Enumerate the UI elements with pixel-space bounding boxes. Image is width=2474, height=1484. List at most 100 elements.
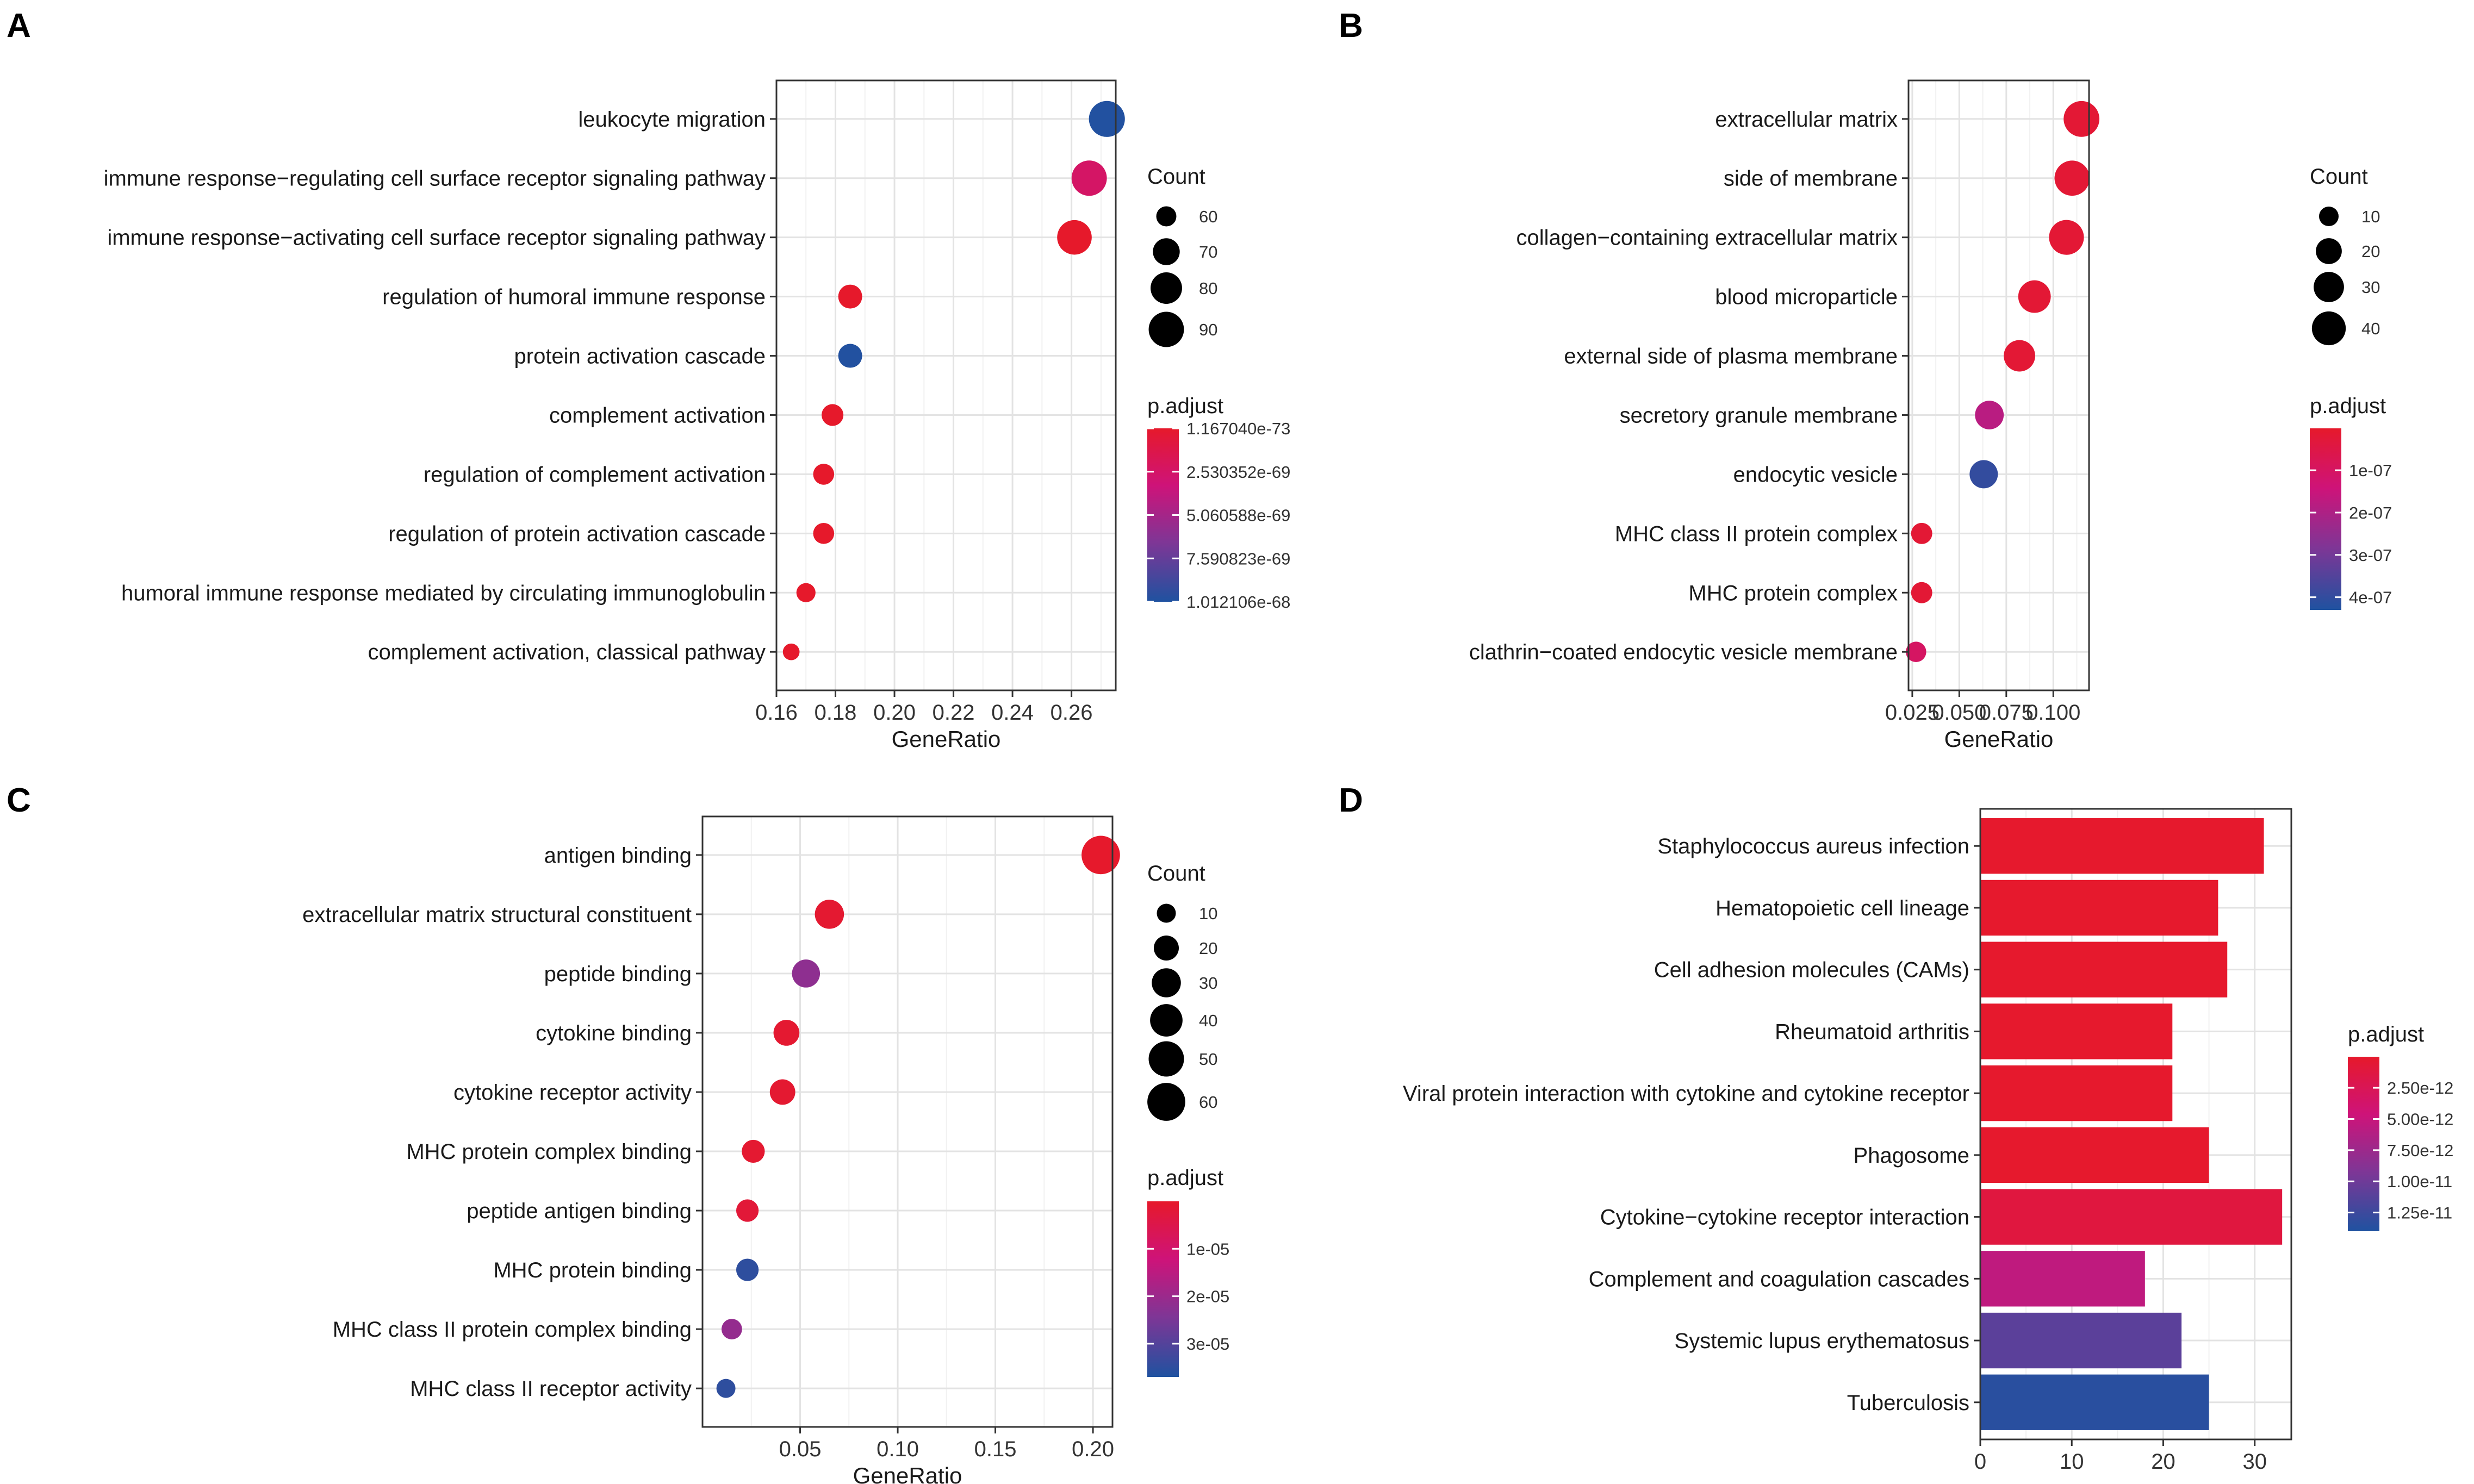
panel-b-colorbar-label: 2e-07 <box>2349 503 2392 522</box>
panel-d-category-label: Phagosome <box>1854 1144 1969 1168</box>
panel-c-colorbar-label: 3e-05 <box>1186 1335 1229 1354</box>
panel-c-size-legend-dot <box>1147 1083 1185 1121</box>
panel-a-point <box>813 523 835 544</box>
panel-c-category-label: antigen binding <box>544 844 692 868</box>
panel-b-size-legend-dot <box>2316 238 2342 264</box>
panel-d-category-label: Staphylococcus aureus infection <box>1657 834 1969 858</box>
panel-c-size-legend-label: 50 <box>1199 1050 1217 1069</box>
panel-c-point <box>742 1139 765 1163</box>
panel-d-bar <box>1980 1065 2173 1121</box>
panel-c-size-legend-dot <box>1148 1041 1184 1077</box>
panel-a-size-legend-dot <box>1153 238 1180 265</box>
panel-d-bar <box>1980 941 2228 997</box>
panel-b-size-legend-dot <box>2314 272 2344 302</box>
panel-b-size-legend-label: 10 <box>2361 207 2380 226</box>
panel-b-category-label: clathrin−coated endocytic vesicle membra… <box>1469 640 1898 664</box>
panel-b-category-label: MHC protein complex <box>1688 581 1898 605</box>
panel-b-size-legend-label: 20 <box>2361 242 2380 261</box>
panel-c-category-label: peptide antigen binding <box>467 1199 692 1223</box>
panel-a-point <box>813 464 835 485</box>
panel-a-category-label: complement activation <box>549 403 766 427</box>
panel-a-category-label: humoral immune response mediated by circ… <box>121 581 766 605</box>
panel-c-size-legend-label: 30 <box>1199 974 1217 993</box>
panel-d-category-label: Viral protein interaction with cytokine … <box>1403 1082 1969 1106</box>
panel-a-size-legend-dot <box>1156 206 1177 227</box>
panel-label-b: B <box>1339 7 1363 45</box>
panel-c-size-legend-label: 20 <box>1199 939 1217 958</box>
panel-c-chart: Count 10 20 30 40 50 60 antigen binding extracel… <box>302 815 1229 1484</box>
panel-c-point <box>815 900 844 929</box>
panel-b-colorbar-label: 1e-07 <box>2349 461 2392 480</box>
panel-b-xtick-label: 0.050 <box>1932 701 1986 725</box>
panel-c-point <box>721 1319 742 1339</box>
panel-d-colorbar-label: 1.25e-11 <box>2387 1204 2452 1223</box>
panel-c-point <box>792 959 820 988</box>
panel-c-colorbar-label: 2e-05 <box>1186 1287 1229 1306</box>
panel-d-bar <box>1980 1251 2145 1307</box>
panel-c-size-legend-dot <box>1152 968 1181 997</box>
panel-a-point <box>838 344 862 368</box>
panel-a-panel-border <box>775 79 1117 691</box>
panel-b-size-legend-label: 30 <box>2361 278 2380 297</box>
panel-b-x-axis-title: GeneRatio <box>1944 726 2054 752</box>
panel-c-point <box>736 1258 759 1281</box>
panel-a-size-legend-label: 70 <box>1199 242 1217 261</box>
panel-a-xtick-label: 0.26 <box>1050 701 1093 725</box>
panel-c-xtick-label: 0.20 <box>1072 1437 1114 1461</box>
panel-a-size-legend-dot <box>1148 311 1184 347</box>
panel-b-point <box>2004 340 2035 372</box>
panel-d-bar <box>1980 1003 2173 1059</box>
panel-b-category-label: MHC class II protein complex <box>1615 522 1898 546</box>
panel-c-color-legend-title: p.adjust <box>1147 1166 1223 1190</box>
panel-d-colorbar-label: 1.00e-11 <box>2387 1172 2452 1191</box>
panel-label-c: C <box>7 782 31 819</box>
panel-a-point <box>782 643 800 660</box>
panel-a-size-legend-label: 60 <box>1199 207 1217 226</box>
panel-b-point <box>1911 582 1932 603</box>
panel-a-colorbar-label: 5.060588e-69 <box>1186 506 1290 525</box>
panel-b-size-legend-label: 40 <box>2361 319 2380 338</box>
panel-a-category-label: regulation of humoral immune response <box>382 285 766 309</box>
panel-c-point <box>716 1379 736 1398</box>
panel-d-bar <box>1980 1127 2209 1183</box>
panel-c-size-legend-dot <box>1157 903 1176 923</box>
panel-c-category-label: MHC class II protein complex binding <box>333 1318 692 1342</box>
panel-a-colorbar-label: 1.167040e-73 <box>1186 419 1290 438</box>
panel-c-size-legend-dot <box>1154 936 1179 961</box>
panel-d-colorbar-label: 5.00e-12 <box>2387 1109 2453 1128</box>
panel-a-category-label: leukocyte migration <box>578 108 766 132</box>
panel-a-x-axis-title: GeneRatio <box>892 726 1001 752</box>
panel-b-category-label: secretory granule membrane <box>1620 403 1898 427</box>
panel-d-category-label: Cytokine−cytokine receptor interaction <box>1600 1206 1969 1230</box>
panel-c-xtick-label: 0.05 <box>779 1437 822 1461</box>
panel-a-point <box>1089 101 1125 137</box>
panel-a-xtick-label: 0.22 <box>933 701 975 725</box>
panel-d-xtick-label: 0 <box>1974 1450 1986 1474</box>
panel-c-category-label: MHC class II receptor activity <box>410 1377 692 1401</box>
panel-d-colorbar-label: 7.50e-12 <box>2387 1141 2453 1160</box>
panel-b-xtick-label: 0.075 <box>1979 701 2034 725</box>
panel-c-category-label: peptide binding <box>544 962 692 986</box>
panel-a-point <box>1071 160 1107 196</box>
panel-c-plot-area <box>703 816 1112 1427</box>
panel-c-size-legend-label: 60 <box>1199 1093 1217 1112</box>
panel-b-point <box>1975 401 2004 429</box>
panel-c-point <box>773 1020 800 1046</box>
panel-d-bar <box>1980 1374 2209 1430</box>
panel-a-size-legend-label: 90 <box>1199 320 1217 339</box>
panel-d-bar <box>1980 1189 2283 1245</box>
panel-c-point <box>736 1199 759 1222</box>
panel-a-size-legend-dot <box>1151 272 1182 304</box>
panel-c-point <box>1081 835 1120 875</box>
panel-c-category-label: cytokine receptor activity <box>453 1081 692 1105</box>
panel-d-category-label: Hematopoietic cell lineage <box>1715 896 1969 920</box>
panel-a-category-label: regulation of protein activation cascade <box>388 522 766 546</box>
panel-d-chart: Staphylococcus aureus infection Hematopoi… <box>1403 808 2453 1474</box>
panel-a-size-legend-label: 80 <box>1199 279 1217 298</box>
panel-d-category-label: Systemic lupus erythematosus <box>1675 1329 1969 1353</box>
panel-b-xtick-label: 0.025 <box>1885 701 1940 725</box>
panel-b-category-label: external side of plasma membrane <box>1564 345 1898 369</box>
panel-d-category-label: Cell adhesion molecules (CAMs) <box>1654 958 1969 982</box>
panel-a-point <box>796 583 816 602</box>
